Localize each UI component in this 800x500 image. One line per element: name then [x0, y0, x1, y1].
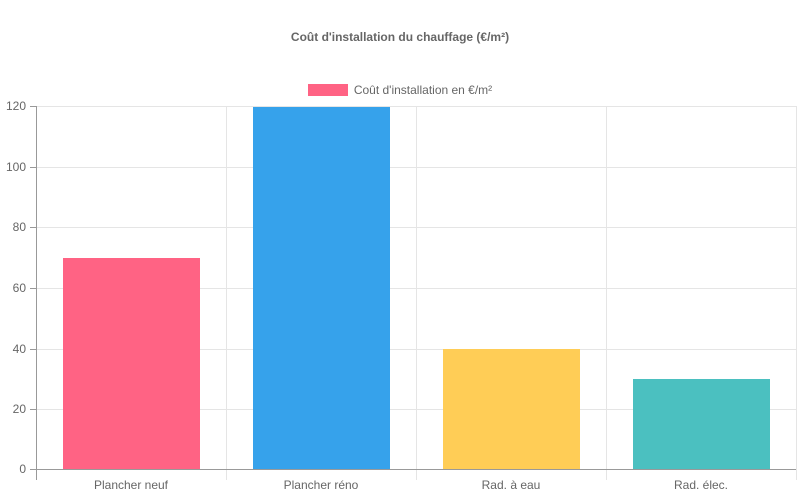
y-tick [30, 227, 36, 228]
x-tick-label: Plancher réno [283, 478, 359, 492]
legend-swatch[interactable] [307, 84, 348, 96]
y-tick-label: 100 [5, 159, 26, 174]
y-tick-label: 60 [12, 281, 26, 295]
y-tick [30, 348, 36, 350]
y-tick [30, 166, 36, 168]
y-tick-label: 0 [19, 462, 26, 476]
x-tick-label: Rad. élec. [673, 478, 729, 492]
plot-area: 120 100 80 60 40 20 0 Plancher neuf Plan… [6, 99, 797, 492]
gridline [226, 106, 227, 480]
gridline [416, 106, 417, 480]
y-tick [30, 288, 36, 289]
bar-rad-eau[interactable] [443, 349, 580, 470]
gridline [606, 106, 607, 480]
x-tick-label: Rad. à eau [481, 478, 541, 492]
y-tick [30, 409, 36, 410]
y-tick-label: 80 [12, 220, 26, 234]
y-tick [30, 106, 36, 107]
x-tick-label: Plancher neuf [93, 478, 169, 492]
y-tick-label: 40 [12, 341, 26, 356]
chart-title: Coût d'installation du chauffage (€/m²) [290, 30, 510, 44]
x-axis [30, 469, 796, 470]
gridline [796, 106, 797, 480]
legend: Coût d'installation en €/m² [0, 83, 800, 97]
y-axis [36, 106, 37, 480]
y-tick-label: 120 [5, 99, 26, 113]
y-tick-label: 20 [12, 402, 26, 416]
bar-rad-elec[interactable] [633, 379, 770, 470]
bar-plancher-reno[interactable] [253, 107, 390, 470]
legend-label[interactable]: Coût d'installation en €/m² [353, 83, 493, 97]
bar-plancher-neuf[interactable] [63, 258, 200, 470]
